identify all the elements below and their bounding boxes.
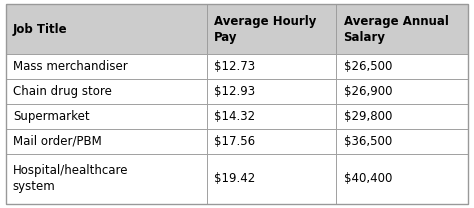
Text: $19.42: $19.42 (214, 172, 255, 185)
Text: $36,500: $36,500 (344, 135, 392, 148)
Text: $40,400: $40,400 (344, 172, 392, 185)
Text: Average Annual
Salary: Average Annual Salary (344, 15, 448, 44)
Bar (6, 4, 207, 54)
Bar (337, 129, 468, 154)
Bar (6, 129, 207, 154)
Text: $12.93: $12.93 (214, 85, 255, 98)
Bar (207, 104, 337, 129)
Bar (207, 79, 337, 104)
Bar (337, 154, 468, 204)
Bar (207, 129, 337, 154)
Bar (337, 4, 468, 54)
Text: $12.73: $12.73 (214, 60, 255, 73)
Text: $26,500: $26,500 (344, 60, 392, 73)
Text: $17.56: $17.56 (214, 135, 255, 148)
Bar (6, 54, 207, 79)
Text: $26,900: $26,900 (344, 85, 392, 98)
Bar (337, 79, 468, 104)
Bar (6, 154, 207, 204)
Bar (337, 54, 468, 79)
Text: Mass merchandiser: Mass merchandiser (13, 60, 128, 73)
Text: $29,800: $29,800 (344, 110, 392, 123)
Text: Supermarket: Supermarket (13, 110, 90, 123)
Text: Mail order/PBM: Mail order/PBM (13, 135, 101, 148)
Text: Job Title: Job Title (13, 23, 67, 36)
Bar (207, 54, 337, 79)
Bar (6, 79, 207, 104)
Text: Hospital/healthcare
system: Hospital/healthcare system (13, 164, 128, 193)
Bar (207, 4, 337, 54)
Bar (207, 154, 337, 204)
Bar (6, 104, 207, 129)
Text: Average Hourly
Pay: Average Hourly Pay (214, 15, 317, 44)
Text: $14.32: $14.32 (214, 110, 255, 123)
Bar (337, 104, 468, 129)
Text: Chain drug store: Chain drug store (13, 85, 112, 98)
